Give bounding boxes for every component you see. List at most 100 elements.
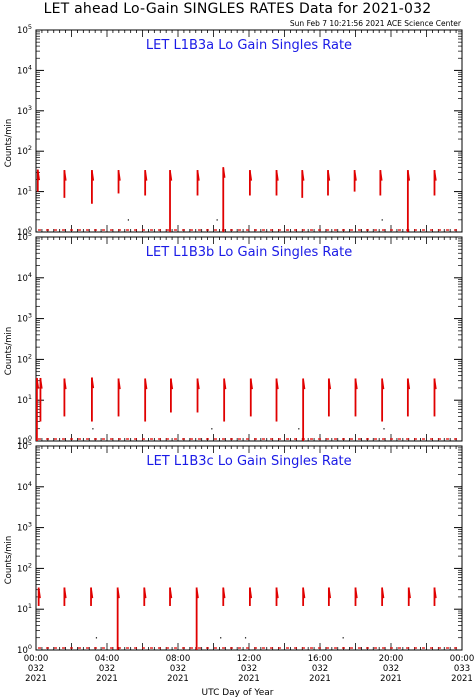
panel-3: 100 101 102 103 104 105 Counts/min LET L1B3c Lo… xyxy=(4,439,474,684)
data-burst-tail xyxy=(381,378,385,390)
data-burst-tail xyxy=(144,378,148,390)
data-burst-tail xyxy=(63,170,67,181)
data-burst-tail xyxy=(195,587,199,599)
panel-title: LET L1B3c Lo Gain Singles Rate xyxy=(146,454,351,469)
y-tick-label: 104 xyxy=(17,63,32,76)
x-tick-label-year: 2021 xyxy=(380,674,402,684)
data-burst-tail xyxy=(90,587,94,599)
x-tick-label-time: 08:00 xyxy=(166,654,191,664)
x-tick-label-year: 2021 xyxy=(25,674,47,684)
data-burst-tail xyxy=(302,378,306,390)
x-tick-label-year: 2021 xyxy=(451,674,473,684)
data-burst-tail xyxy=(275,170,279,181)
y-tick-label: 103 xyxy=(17,312,32,325)
data-burst-tail xyxy=(63,378,67,390)
data-burst-tail xyxy=(301,170,305,181)
y-tick-label: 100 xyxy=(17,643,32,656)
panel-2: 100 101 102 103 104 105 Counts/min LET L1B3b Lo… xyxy=(4,230,463,447)
data-burst-tail xyxy=(327,170,331,181)
data-burst-tail xyxy=(354,378,358,390)
x-tick-label-time: 04:00 xyxy=(95,654,120,664)
data-burst-tail xyxy=(222,167,226,178)
x-tick-label-day: 032 xyxy=(28,664,44,674)
data-point xyxy=(298,428,300,430)
y-tick-label: 103 xyxy=(17,521,32,534)
plot-frame xyxy=(35,445,463,651)
x-tick-label-time: 00:00 xyxy=(24,654,49,664)
panel-1: 100 101 102 103 104 105 Counts/min LET L1B3a Lo… xyxy=(4,23,463,238)
x-tick-label-day: 032 xyxy=(99,664,115,674)
y-tick-label: 102 xyxy=(17,561,32,574)
data-burst-tail xyxy=(39,377,43,389)
data-burst-tail xyxy=(328,587,332,599)
data-point xyxy=(342,637,344,639)
data-burst-tail xyxy=(223,378,227,390)
data-point xyxy=(383,428,385,430)
x-tick-label-year: 2021 xyxy=(167,674,189,684)
data-burst-tail xyxy=(222,587,226,599)
panel-title: LET L1B3a Lo Gain Singles Rate xyxy=(146,38,352,53)
data-burst-tail xyxy=(275,587,279,599)
generation-timestamp: Sun Feb 7 10:21:56 2021 ACE Science Cent… xyxy=(289,19,461,28)
x-tick-label-time: 12:00 xyxy=(237,654,262,664)
data-burst-tail xyxy=(407,378,411,390)
data-burst-tail xyxy=(117,170,121,181)
data-burst-tail xyxy=(328,378,332,390)
x-tick-label-year: 2021 xyxy=(309,674,331,684)
x-tick-label-time: 20:00 xyxy=(379,654,404,664)
data-burst-tail xyxy=(407,170,411,181)
data-point xyxy=(92,428,94,430)
y-tick-label: 105 xyxy=(17,23,32,36)
x-tick-label-day: 032 xyxy=(241,664,257,674)
x-tick-label-time: 00:00 xyxy=(450,654,475,664)
x-tick-label-day: 032 xyxy=(170,664,186,674)
data-point xyxy=(211,428,213,430)
x-tick-label-time: 16:00 xyxy=(308,654,333,664)
y-tick-label: 101 xyxy=(17,602,32,615)
data-burst-tail xyxy=(116,587,120,599)
data-burst-tail xyxy=(144,170,148,181)
data-point xyxy=(220,637,222,639)
y-tick-label: 100 xyxy=(17,434,32,447)
y-tick-label: 105 xyxy=(17,230,32,243)
data-burst-tail xyxy=(37,587,41,599)
x-tick-label-day: 033 xyxy=(454,664,470,674)
panel-title: LET L1B3b Lo Gain Singles Rate xyxy=(146,245,352,260)
data-burst-tail xyxy=(63,587,67,599)
data-burst-tail xyxy=(117,378,121,390)
data-burst-tail xyxy=(249,587,253,599)
y-tick-label: 100 xyxy=(17,225,32,238)
plot-frame xyxy=(35,29,463,233)
data-burst-tail xyxy=(170,378,174,390)
x-axis-title: UTC Day of Year xyxy=(201,688,274,698)
y-tick-label: 103 xyxy=(17,104,32,117)
x-tick-label-day: 032 xyxy=(383,664,399,674)
data-point xyxy=(127,219,129,221)
data-point xyxy=(244,637,247,639)
y-tick-label: 102 xyxy=(17,352,32,365)
data-burst-tail xyxy=(91,170,95,181)
y-tick-label: 101 xyxy=(17,185,32,198)
plot-frame xyxy=(35,236,463,442)
y-axis-label: Counts/min xyxy=(4,536,14,585)
data-point xyxy=(381,219,383,221)
y-axis-label: Counts/min xyxy=(4,119,14,168)
chart-main-title: LET ahead Lo-Gain SINGLES RATES Data for… xyxy=(43,1,432,17)
y-tick-label: 104 xyxy=(17,271,32,284)
y-tick-label: 104 xyxy=(17,480,32,493)
data-burst-tail xyxy=(353,170,357,181)
data-burst-tail xyxy=(408,587,411,599)
data-burst-tail xyxy=(196,378,200,390)
data-burst-tail xyxy=(433,378,437,390)
data-burst-tail xyxy=(381,587,385,599)
data-burst-tail xyxy=(379,170,383,181)
x-tick-label-year: 2021 xyxy=(238,674,260,684)
data-burst-tail xyxy=(36,377,40,389)
data-burst-tail xyxy=(169,587,173,599)
data-burst-tail xyxy=(250,378,253,390)
y-axis-label: Counts/min xyxy=(4,327,14,376)
data-burst-tail xyxy=(37,169,40,181)
data-burst-tail xyxy=(91,377,95,389)
y-tick-label: 105 xyxy=(17,439,32,452)
